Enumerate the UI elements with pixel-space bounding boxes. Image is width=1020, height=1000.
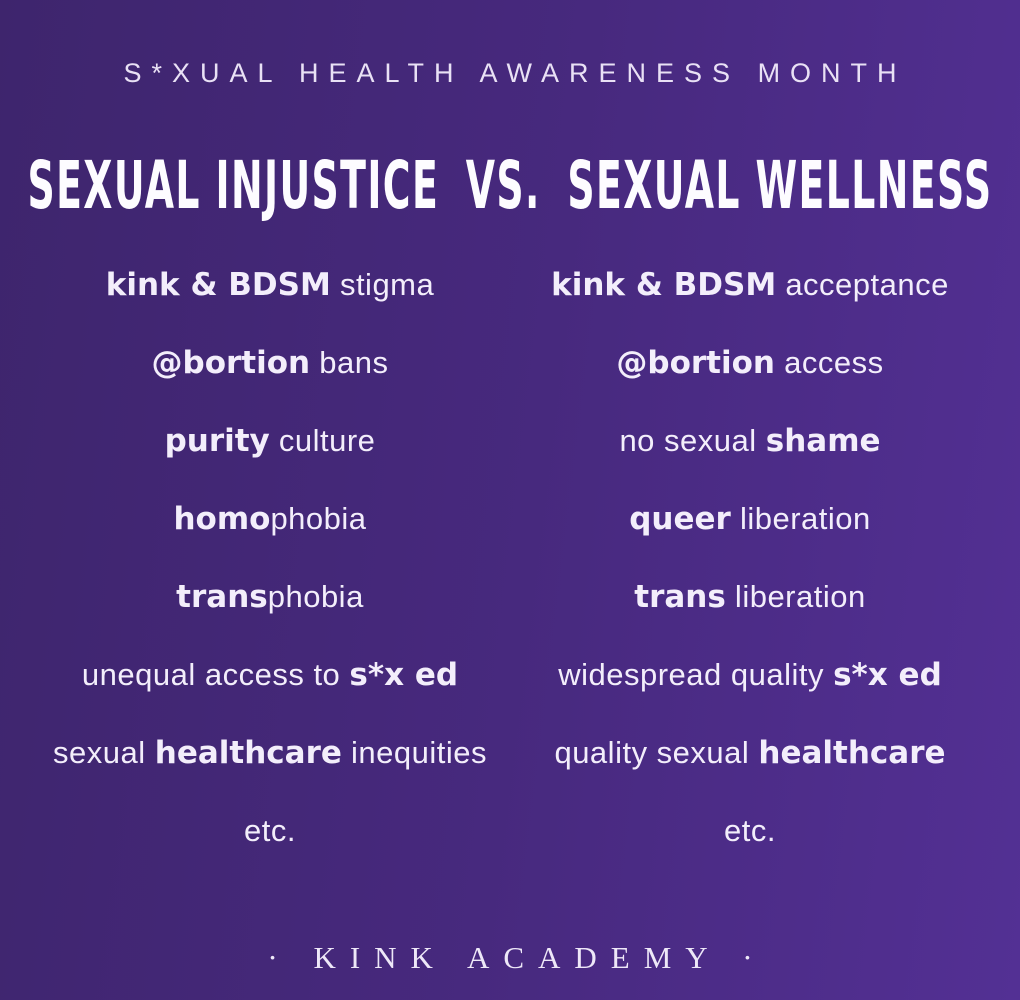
text-segment: purity — [164, 423, 270, 459]
kicker-heading: S*XUAL HEALTH AWARENESS MONTH — [123, 58, 907, 88]
comparison-item-left-4: trans phobia — [30, 558, 510, 636]
comparison-item-left-2: purity culture — [30, 402, 510, 480]
title-left: SEXUAL INJUSTICE — [27, 146, 440, 224]
comparison-item-left-1: @bortion bans — [30, 324, 510, 402]
text-segment: etc. — [244, 813, 296, 848]
text-segment: trans — [176, 579, 268, 615]
comparison-item-right-4: trans liberation — [510, 558, 990, 636]
text-segment: unequal access to — [81, 657, 350, 692]
text-segment: stigma — [330, 267, 435, 302]
text-segment: bans — [310, 345, 389, 380]
text-segment: @bortion — [151, 345, 311, 381]
text-segment: queer — [629, 501, 731, 537]
text-segment: phobia — [267, 579, 364, 614]
text-segment: phobia — [270, 501, 367, 536]
text-segment: access — [774, 345, 884, 380]
text-segment: quality sexual — [554, 735, 759, 770]
text-segment: s*x ed — [833, 657, 942, 693]
comparison-item-right-6: quality sexual healthcare — [510, 714, 990, 792]
text-segment: no sexual — [619, 423, 766, 458]
comparison-item-left-5: unequal access to s*x ed — [30, 636, 510, 714]
text-segment: s*x ed — [349, 657, 459, 693]
text-segment: healthcare — [758, 735, 946, 771]
text-segment: @bortion — [616, 345, 775, 381]
comparison-item-right-7: etc. — [510, 792, 990, 870]
text-segment: liberation — [730, 501, 871, 536]
text-segment: sexual — [53, 735, 155, 770]
text-segment: widespread quality — [558, 657, 834, 692]
comparison-item-right-0: kink & BDSM acceptance — [510, 246, 990, 324]
text-segment: homo — [173, 501, 271, 537]
comparison-item-left-3: homo phobia — [30, 480, 510, 558]
text-segment: shame — [765, 423, 881, 459]
text-segment: inequities — [341, 735, 487, 770]
text-segment: healthcare — [154, 735, 342, 771]
text-segment: kink & BDSM — [105, 267, 331, 303]
comparison-item-left-7: etc. — [30, 792, 510, 870]
text-segment: trans — [634, 579, 726, 615]
title-right: SEXUAL WELLNESS — [567, 146, 993, 224]
title-vs: VS. — [465, 146, 541, 224]
comparison-grid: kink & BDSM stigma kink & BDSM acceptance… — [30, 246, 990, 870]
main-title: SEXUAL INJUSTICE VS. SEXUAL WELLNESS — [27, 142, 991, 227]
comparison-item-left-6: sexual healthcare inequities — [30, 714, 510, 792]
comparison-item-right-1: @bortion access — [510, 324, 990, 402]
comparison-item-right-5: widespread quality s*x ed — [510, 636, 990, 714]
text-segment: acceptance — [776, 267, 949, 302]
brand-footer: · KINK ACADEMY · — [267, 940, 767, 975]
text-segment: liberation — [725, 579, 866, 614]
comparison-item-right-3: queer liberation — [510, 480, 990, 558]
text-segment: culture — [269, 423, 376, 458]
text-segment: etc. — [724, 813, 776, 848]
comparison-item-right-2: no sexual shame — [510, 402, 990, 480]
text-segment: kink & BDSM — [551, 267, 777, 303]
comparison-item-left-0: kink & BDSM stigma — [30, 246, 510, 324]
